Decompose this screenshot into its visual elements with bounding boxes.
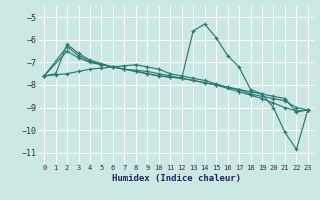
X-axis label: Humidex (Indice chaleur): Humidex (Indice chaleur) xyxy=(111,174,241,183)
